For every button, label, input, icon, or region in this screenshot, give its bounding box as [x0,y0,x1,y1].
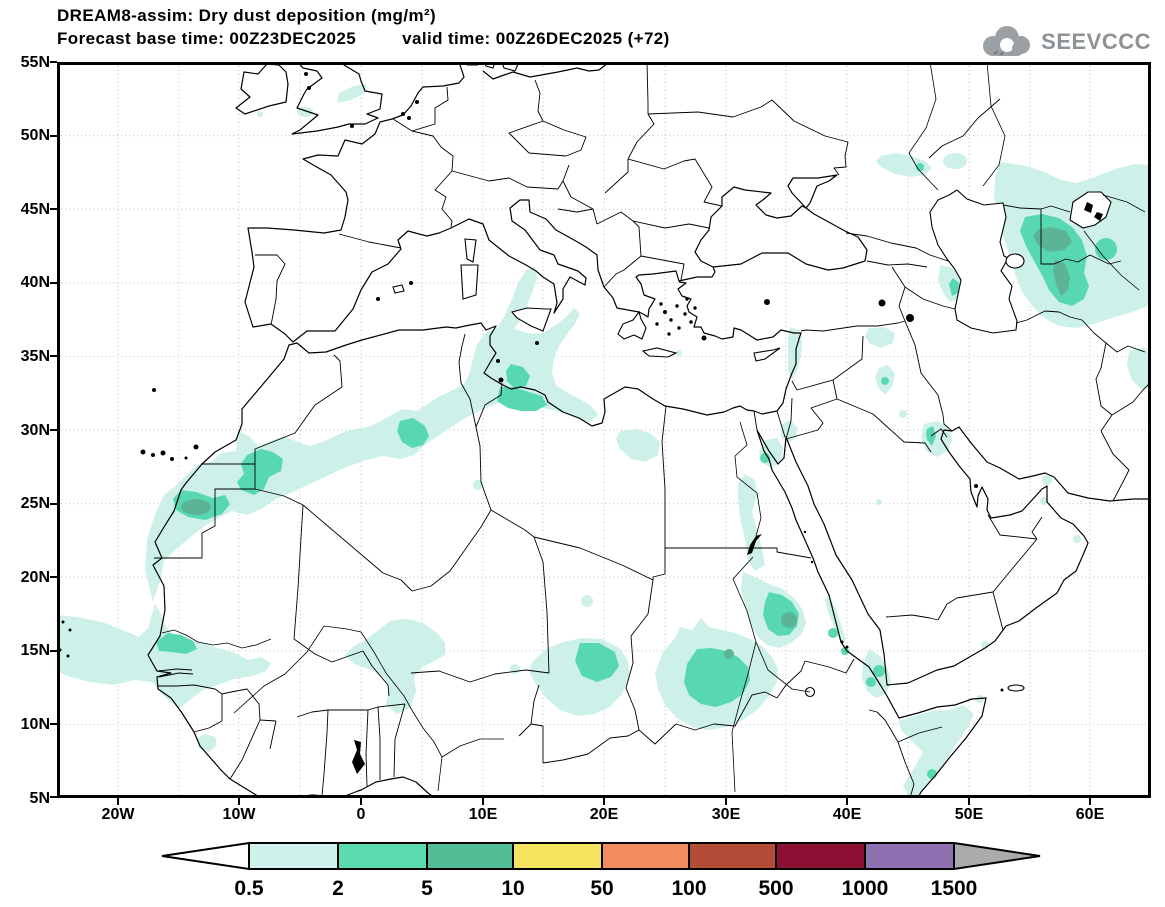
colorbar-segment [775,842,866,870]
colorbar-segment [512,842,603,870]
coast-west-africa-med [147,281,802,799]
lat-label: 15N [20,642,50,659]
senegal-river [161,629,272,649]
lake-nasser [747,534,762,555]
volga-river [908,61,939,191]
colorbar-segment [248,842,339,870]
lat-label: 45N [20,201,50,218]
caspian-sea [929,189,1018,334]
colorbar-label: 10 [501,877,524,900]
lat-label: 10N [20,716,50,733]
colorbar: 0.5 2 5 10 50 100 500 1000 1500 [161,841,1041,900]
colorbar-segment [688,842,777,870]
sicily-island [511,307,552,332]
corsica-island [464,238,477,263]
dust-map [57,61,1152,839]
peloponnese [617,310,647,340]
lon-label: 10E [468,806,498,823]
valid-time: valid time: 00Z26DEC2025 (+72) [402,29,670,48]
lon-label: 20E [589,806,619,823]
cloud-icon [983,26,1031,56]
syr-darya [1102,194,1146,213]
lon-label: 60E [1075,806,1105,823]
lat-label: 55N [20,54,50,71]
lat-label: 30N [20,422,50,439]
colorbar-label: 500 [758,877,793,900]
lat-label: 35N [20,348,50,365]
title-line-2: Forecast base time: 00Z23DEC2025 valid ti… [57,29,670,49]
sardinia-island [460,264,479,300]
colorbar-label: 50 [590,877,613,900]
colorbar-label: 2 [332,877,344,900]
forecast-base-time: Forecast base time: 00Z23DEC2025 [57,29,357,48]
lat-label: 40N [20,274,50,291]
amu-darya [1083,230,1140,291]
ural-river [982,61,1006,187]
colorbar-segment [601,842,690,870]
lake-volta [352,740,365,774]
niger-river [233,625,504,792]
coast-britain [291,61,383,135]
small-islands-dots [58,72,1103,774]
under-range-arrow [161,841,250,871]
crete-island [641,347,678,358]
coast-red-sea-africa [756,429,987,799]
coast-europe [244,61,868,343]
seevccc-logo: SEEVCCC [977,24,1151,60]
lat-label: 50N [20,127,50,144]
over-range-arrow [953,841,1041,871]
lon-label: 50E [954,806,984,823]
lon-label: 20W [101,806,135,823]
lat-label: 25N [20,495,50,512]
colorbar-segment [337,842,428,870]
dust-layer-level1 [57,84,1151,798]
kara-bogaz-gol [1005,253,1025,269]
cyprus-island [753,347,781,362]
coast-baltic [482,62,609,80]
colorbar-label: 1000 [842,877,889,900]
logo-text: SEEVCCC [1041,29,1151,54]
lon-label: 30E [711,806,741,823]
map-canvas [57,61,1152,839]
colorbar-label: 0.5 [234,877,264,900]
dust-layer-level3 [181,227,1072,659]
lat-label: 20N [20,569,50,586]
map-frame [57,62,1151,798]
coast-sinai-arabia [756,426,1151,686]
mallorca-island [392,284,405,294]
lon-label: 10W [222,806,256,823]
coast-ireland [235,63,289,115]
coast-gulf-guinea [281,776,436,799]
nile-river [731,421,811,793]
lat-label: 5N [29,790,50,807]
colorbar-segment [864,842,955,870]
title-line-1: DREAM8-assim: Dry dust deposition (mg/m²… [57,6,437,25]
colorbar-label: 100 [671,877,706,900]
colorbar-segment [426,842,514,870]
socotra-island [1007,684,1025,692]
lon-label: 0 [356,806,366,823]
colorbar-label: 1500 [931,877,978,900]
lon-label: 40E [832,806,862,823]
rivers [161,61,1146,793]
colorbar-label: 5 [421,877,433,900]
